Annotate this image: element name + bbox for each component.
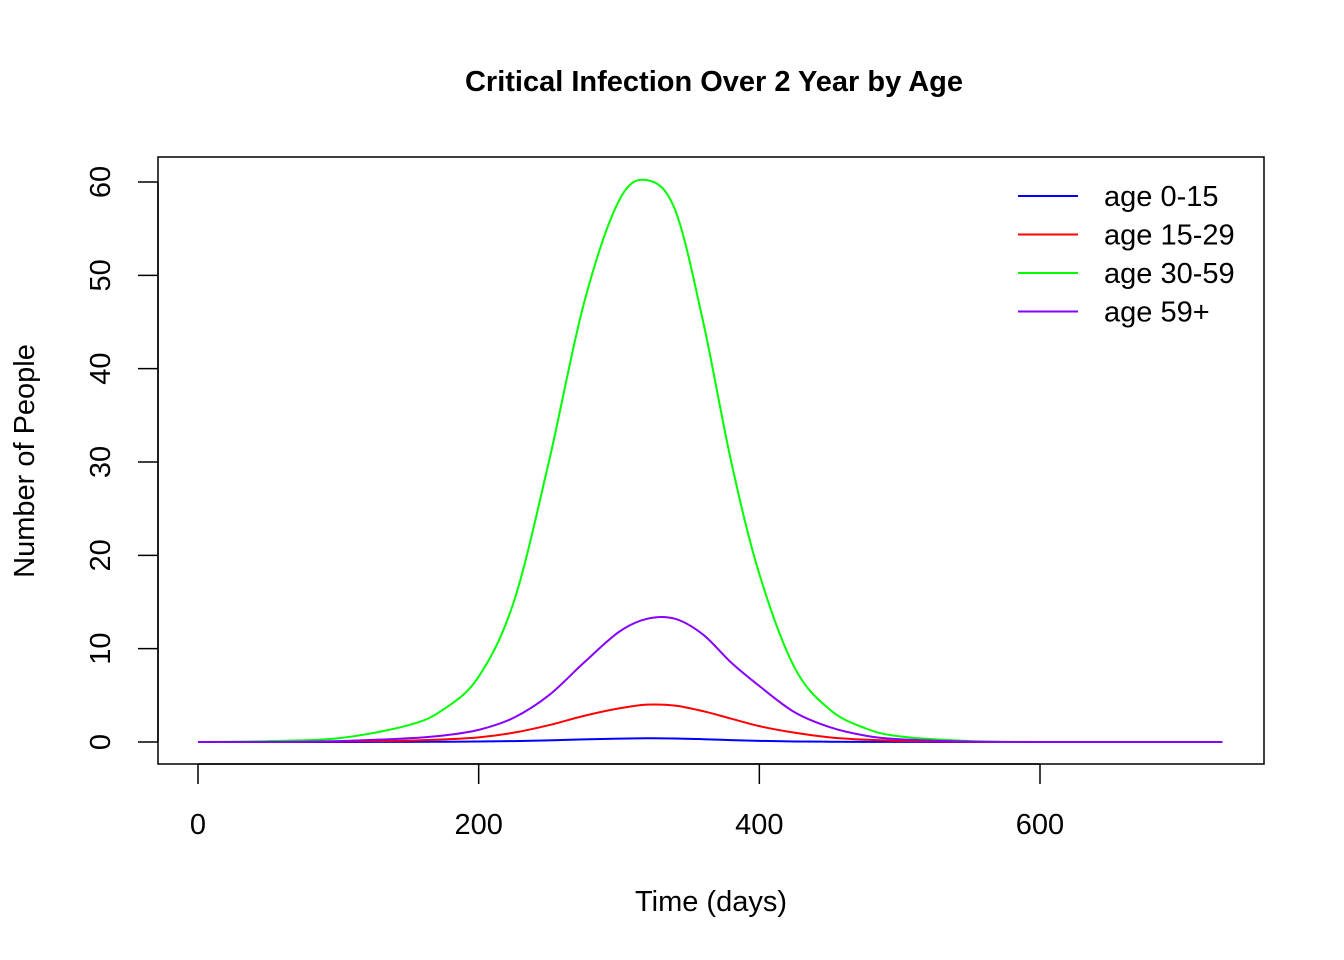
y-tick-label: 50 xyxy=(85,259,117,291)
y-tick-label: 60 xyxy=(85,166,117,198)
series-line-age-30-59 xyxy=(197,178,1223,744)
series-lines xyxy=(197,178,1223,744)
x-axis-label: Time (days) xyxy=(635,886,787,918)
legend-label: age 15-29 xyxy=(1104,220,1235,252)
y-tick-label: 40 xyxy=(85,353,117,385)
y-tick-label: 0 xyxy=(85,734,117,750)
x-tick-label: 400 xyxy=(735,809,783,841)
x-tick-label: 600 xyxy=(1016,809,1064,841)
legend-label: age 59+ xyxy=(1104,297,1210,329)
series-line-age-59- xyxy=(197,615,1223,744)
y-axis-ticks: 0 10 20 30 40 50 60 xyxy=(85,166,158,750)
x-tick-label: 0 xyxy=(190,809,206,841)
y-tick-label: 20 xyxy=(85,539,117,571)
legend-label: age 0-15 xyxy=(1104,181,1219,213)
legend: age 0-15 age 15-29 age 30-59 age 59+ xyxy=(1018,181,1235,329)
y-axis-label: Number of People xyxy=(9,344,41,578)
chart-title: Critical Infection Over 2 Year by Age xyxy=(465,66,963,98)
x-axis-ticks: 0 200 400 600 xyxy=(190,764,1064,841)
y-tick-label: 10 xyxy=(85,633,117,665)
y-tick-label: 30 xyxy=(85,446,117,478)
plot-frame xyxy=(157,156,1265,765)
legend-label: age 30-59 xyxy=(1104,258,1235,290)
x-tick-label: 200 xyxy=(454,809,502,841)
